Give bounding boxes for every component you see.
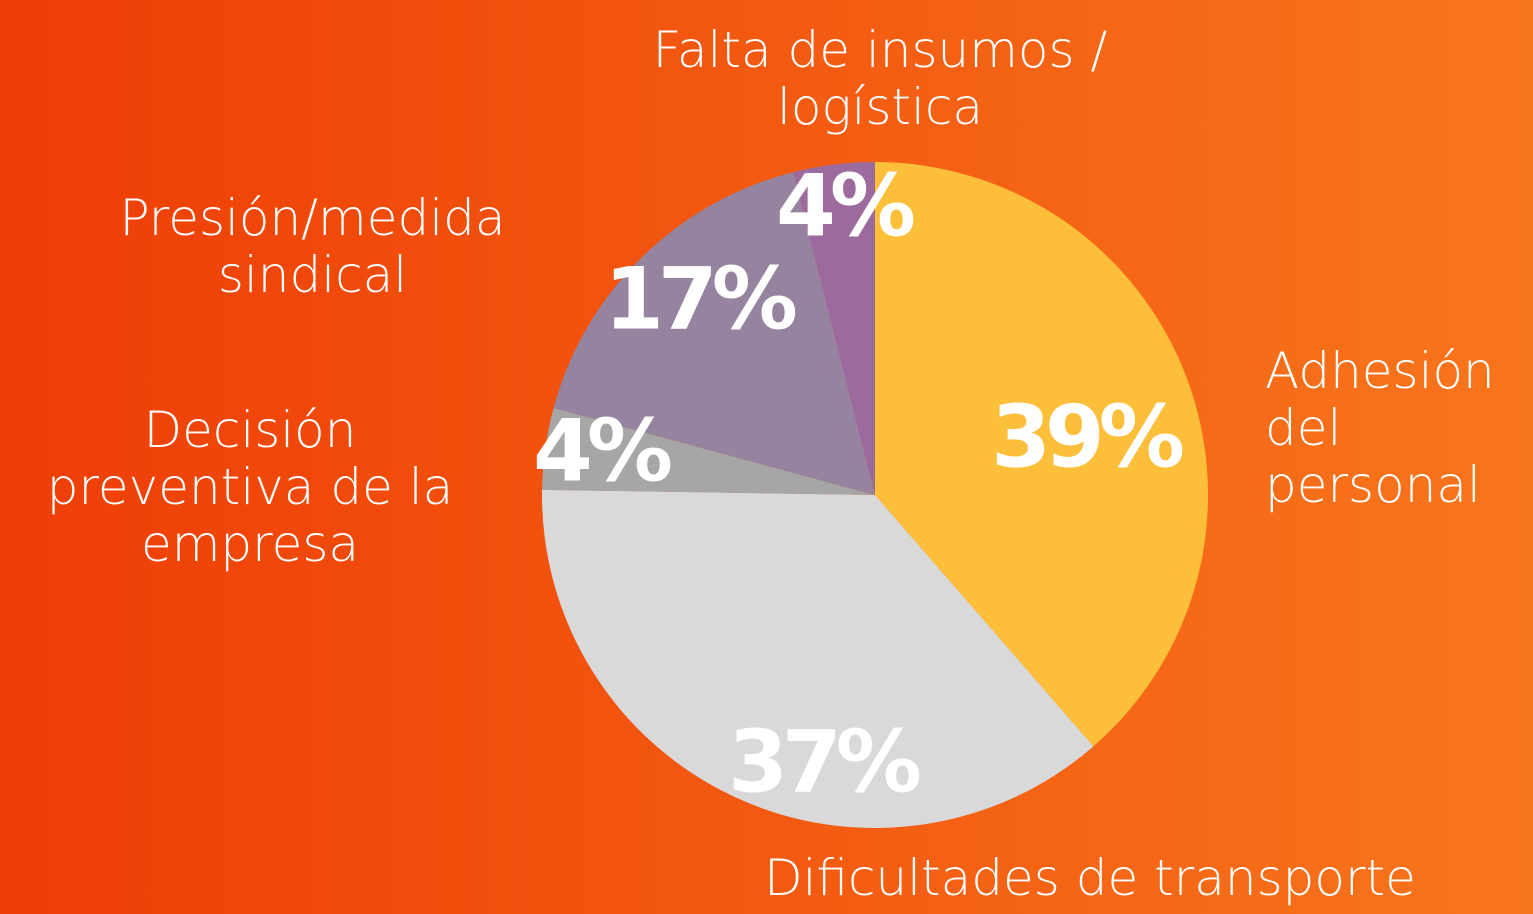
category-label: Decisión preventiva de la empresa bbox=[46, 401, 454, 573]
category-label: Dificultades de transporte bbox=[764, 849, 1416, 907]
pie-slice bbox=[542, 407, 875, 495]
value-label: 39% bbox=[991, 387, 1183, 487]
value-label: 37% bbox=[728, 712, 920, 812]
category-label: Falta de insumos / logística bbox=[652, 21, 1108, 136]
category-label: Presión/medida sindical bbox=[119, 189, 506, 304]
category-label: Adhesión del personal bbox=[1265, 342, 1495, 514]
value-label: 17% bbox=[604, 249, 796, 349]
value-label: 4% bbox=[533, 401, 671, 501]
pie-slice bbox=[792, 162, 875, 495]
pie-slice bbox=[553, 172, 875, 496]
value-label: 4% bbox=[776, 156, 914, 256]
pie-slice bbox=[875, 162, 1209, 747]
pie-slice bbox=[541, 489, 1094, 828]
